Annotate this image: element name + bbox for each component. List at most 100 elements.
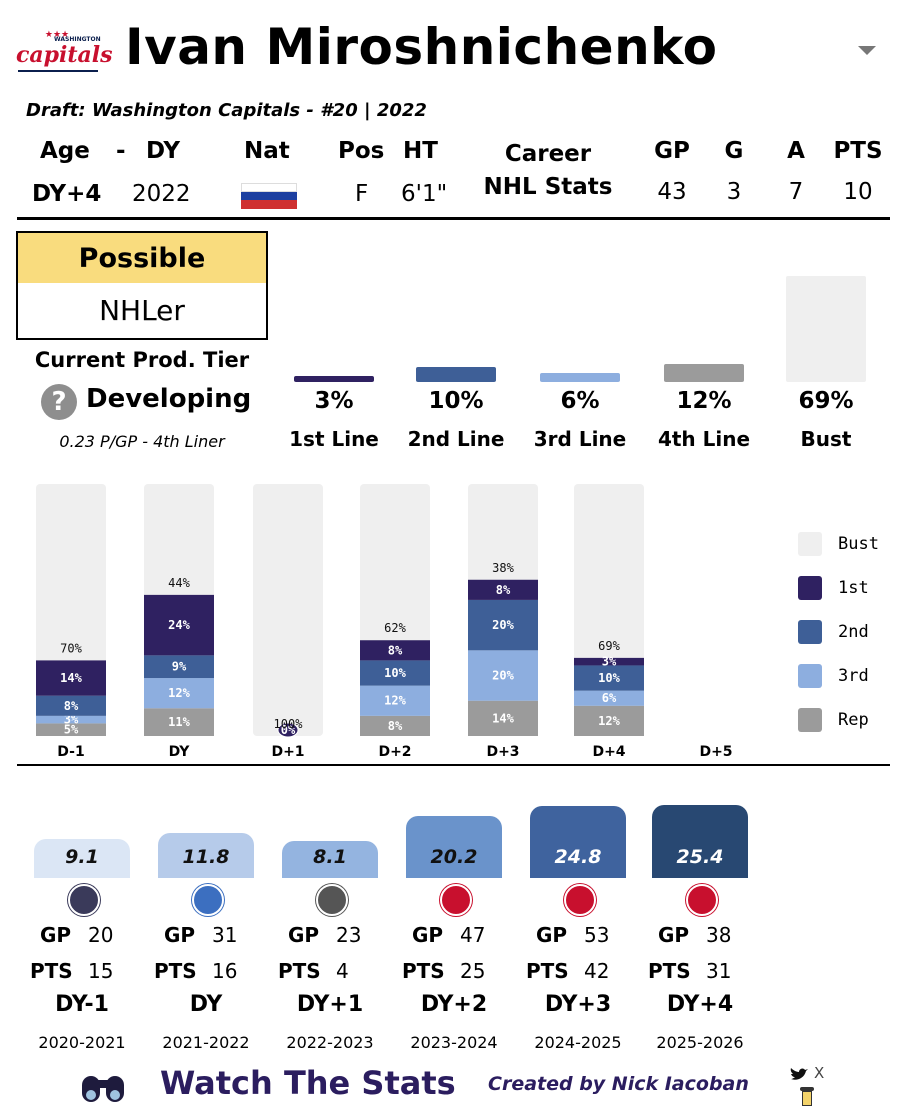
prob-category-label: 1st Line <box>289 427 379 451</box>
x-logo-icon[interactable]: X <box>814 1064 825 1082</box>
history-seg-2nd <box>36 695 106 716</box>
prob-value-label: 6% <box>560 388 600 414</box>
history-bust-label: 44% <box>168 576 190 590</box>
history-chart: 5%3%8%14%70%D-111%12%9%24%44%DY0%100%D+1… <box>36 484 733 760</box>
prob-value-label: 10% <box>428 388 484 414</box>
history-category-label: D+5 <box>699 744 732 760</box>
prob-value-label: 69% <box>798 388 854 414</box>
history-category-label: D+4 <box>592 744 625 760</box>
history-category-label: DY <box>169 744 191 760</box>
season-pts-value: 25 <box>460 959 486 983</box>
brand-name: Watch The Stats <box>160 1064 456 1102</box>
history-seg-1st <box>360 640 430 661</box>
legend-label: Bust <box>838 534 879 554</box>
season-pts-value: 4 <box>336 959 349 983</box>
history-seg-label: 8% <box>388 643 403 657</box>
season-pts-value: 16 <box>212 959 238 983</box>
legend-swatch-rep <box>798 708 822 732</box>
league-logo-icon-ahl <box>564 884 596 916</box>
g-value: 3 <box>726 179 742 205</box>
history-seg-label: 9% <box>172 660 187 674</box>
binoculars-icon <box>80 1066 126 1104</box>
nat-header: Nat <box>244 138 290 164</box>
prob-bar-3rd-line <box>540 372 620 382</box>
history-bust-label: 100% <box>274 717 304 731</box>
history-category-label: D+1 <box>271 744 304 760</box>
league-logo-icon-mhl <box>68 884 100 916</box>
season-rating-bar <box>282 841 378 878</box>
twitter-icon[interactable] <box>790 1068 808 1082</box>
age-header: Age <box>40 138 90 164</box>
prob-value-label: 3% <box>314 388 354 414</box>
history-bust-label: 38% <box>492 561 514 575</box>
history-seg-label: 24% <box>168 618 190 632</box>
season-gp-value: 20 <box>88 923 114 947</box>
history-seg-3rd <box>144 678 214 709</box>
coffee-cup-icon[interactable] <box>800 1087 814 1107</box>
season-year-label: 2025-2026 <box>656 1033 744 1052</box>
season-pts-value: 15 <box>88 959 114 983</box>
legend-swatch-2nd <box>798 620 822 644</box>
season-dy-label: DY+3 <box>544 992 612 1017</box>
history-category-label: D+2 <box>378 744 411 760</box>
history-seg-label: 3% <box>602 655 617 669</box>
history-seg-1st <box>144 594 214 656</box>
chevron-down-icon[interactable] <box>858 46 876 56</box>
legend-label: Rep <box>838 710 869 730</box>
season-dy-label: DY+4 <box>666 992 734 1017</box>
season-gp-value: 31 <box>212 923 238 947</box>
history-seg-3rd <box>36 715 106 724</box>
history-seg-2nd <box>574 665 644 691</box>
season-pts-label: PTS <box>648 959 691 983</box>
season-rating-value: 8.1 <box>313 846 347 868</box>
question-icon[interactable]: ? <box>41 384 77 420</box>
draft-line: Draft: Washington Capitals - #20 | 2022 <box>26 100 427 121</box>
season-pts-value: 42 <box>584 959 610 983</box>
league-logo-icon-ahl <box>686 884 718 916</box>
history-seg-3rd <box>574 690 644 706</box>
legend-label: 1st <box>838 578 869 598</box>
history-seg-label: 20% <box>492 618 514 632</box>
legend-label: 3rd <box>838 666 869 686</box>
history-seg-label: 14% <box>492 711 514 725</box>
history-seg-1st <box>574 657 644 666</box>
history-seg-label: 20% <box>492 669 514 683</box>
season-rating-value: 20.2 <box>430 846 478 868</box>
prob-category-label: Bust <box>800 427 852 451</box>
history-seg-label: 12% <box>168 686 190 700</box>
history-seg-1st <box>468 579 538 600</box>
history-seg-label: 3% <box>64 713 79 727</box>
season-dy-label: DY <box>189 992 223 1017</box>
current-tier-value: Developing <box>86 384 252 414</box>
season-year-label: 2024-2025 <box>534 1033 622 1052</box>
history-seg-label: 10% <box>384 666 406 680</box>
history-bust-label: 70% <box>60 641 82 655</box>
history-zero-marker <box>277 722 299 738</box>
history-seg-label: 12% <box>384 694 406 708</box>
history-seg-rep <box>468 700 538 736</box>
season-gp-label: GP <box>288 923 320 947</box>
logo-underline <box>18 70 98 72</box>
tier-top: Possible <box>18 233 266 283</box>
season-ratings: 9.1 GP 20 PTS 15 DY-1 2020-2021 11.8 GP 31 PTS 16 DY… <box>0 780 904 1060</box>
history-bust-label: 62% <box>384 621 406 635</box>
season-pts-value: 31 <box>706 959 732 983</box>
season-rating-bar <box>406 815 502 878</box>
season-dy-label: DY-1 <box>55 992 109 1017</box>
career-header: Career <box>504 141 592 167</box>
season-gp-label: GP <box>536 923 568 947</box>
history-seg-rep <box>360 715 430 736</box>
legend-swatch-3rd <box>798 664 822 688</box>
history-seg-3rd <box>360 685 430 716</box>
season-gp-value: 23 <box>336 923 362 947</box>
season-gp-label: GP <box>40 923 72 947</box>
legend-label: 2nd <box>838 622 869 642</box>
history-seg-rep <box>574 705 644 736</box>
season-rating-value: 11.8 <box>182 846 230 868</box>
history-seg-label: 11% <box>168 715 190 729</box>
divider-top <box>17 217 890 220</box>
logo-subtext: WASHINGTON <box>54 36 101 43</box>
season-gp-value: 38 <box>706 923 732 947</box>
pts-header: PTS <box>833 138 883 164</box>
history-seg-label: 6% <box>602 691 617 705</box>
